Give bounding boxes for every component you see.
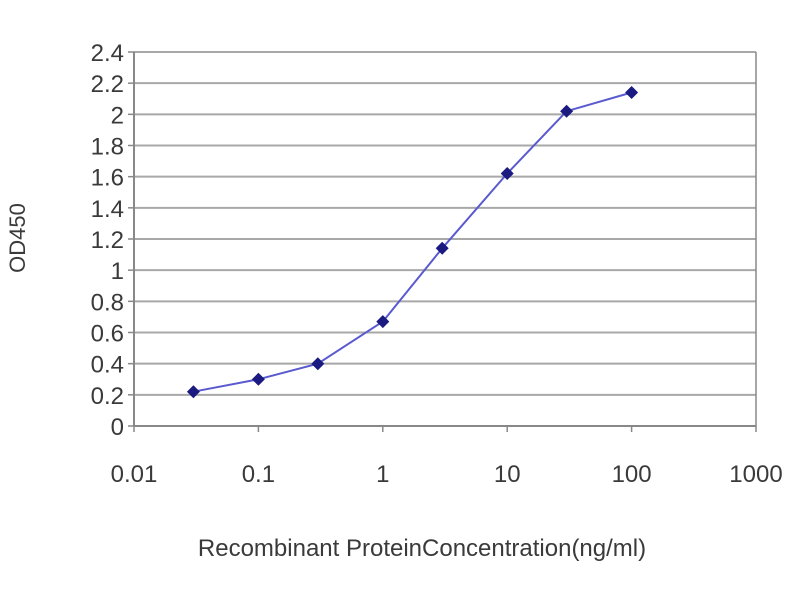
x-axis-ticks: 0.01 0.1 1 10 100 1000 [111, 426, 783, 488]
x-tick-label: 10 [494, 461, 521, 488]
series-line [193, 91, 632, 393]
data-point-marker [625, 86, 639, 99]
y-tick-label: 0.2 [91, 383, 124, 410]
x-tick-label: 0.01 [111, 461, 158, 488]
y-tick-label: 0.4 [91, 352, 124, 379]
x-tick-label: 1 [376, 461, 389, 488]
y-tick-label: 1.2 [91, 227, 124, 254]
data-point-marker [186, 385, 200, 399]
y-tick-label: 2.2 [91, 71, 124, 98]
y-tick-label: 0.6 [91, 321, 124, 348]
plot-area [133, 51, 757, 427]
data-point-marker [251, 372, 265, 386]
y-tick-label: 0.8 [91, 289, 124, 316]
y-tick-label: 1 [111, 258, 124, 285]
y-tick-label: 1.4 [91, 196, 124, 223]
y-axis-title: OD450 [5, 203, 30, 273]
series-layer [186, 86, 639, 399]
y-tick-label: 1.8 [91, 134, 124, 161]
y-tick-label: 0 [111, 414, 124, 441]
y-tick-label: 1.6 [91, 165, 124, 192]
data-point-marker [435, 241, 449, 255]
x-tick-label: 0.1 [242, 461, 275, 488]
y-axis-ticks: 0 0.2 0.4 0.6 0.8 1 1.2 1.4 1.6 1.8 2 2.2 2.4 [91, 40, 134, 441]
data-point-marker [560, 104, 574, 118]
y-tick-label: 2.4 [91, 40, 124, 67]
y-tick-label: 2 [111, 102, 124, 129]
x-axis-title: Recombinant ProteinConcentration(ng/ml) [198, 535, 646, 562]
data-point-marker [311, 357, 325, 371]
x-tick-label: 1000 [729, 461, 782, 488]
data-point-marker [500, 167, 514, 180]
data-point-marker [376, 315, 390, 329]
x-tick-label: 100 [612, 461, 652, 488]
